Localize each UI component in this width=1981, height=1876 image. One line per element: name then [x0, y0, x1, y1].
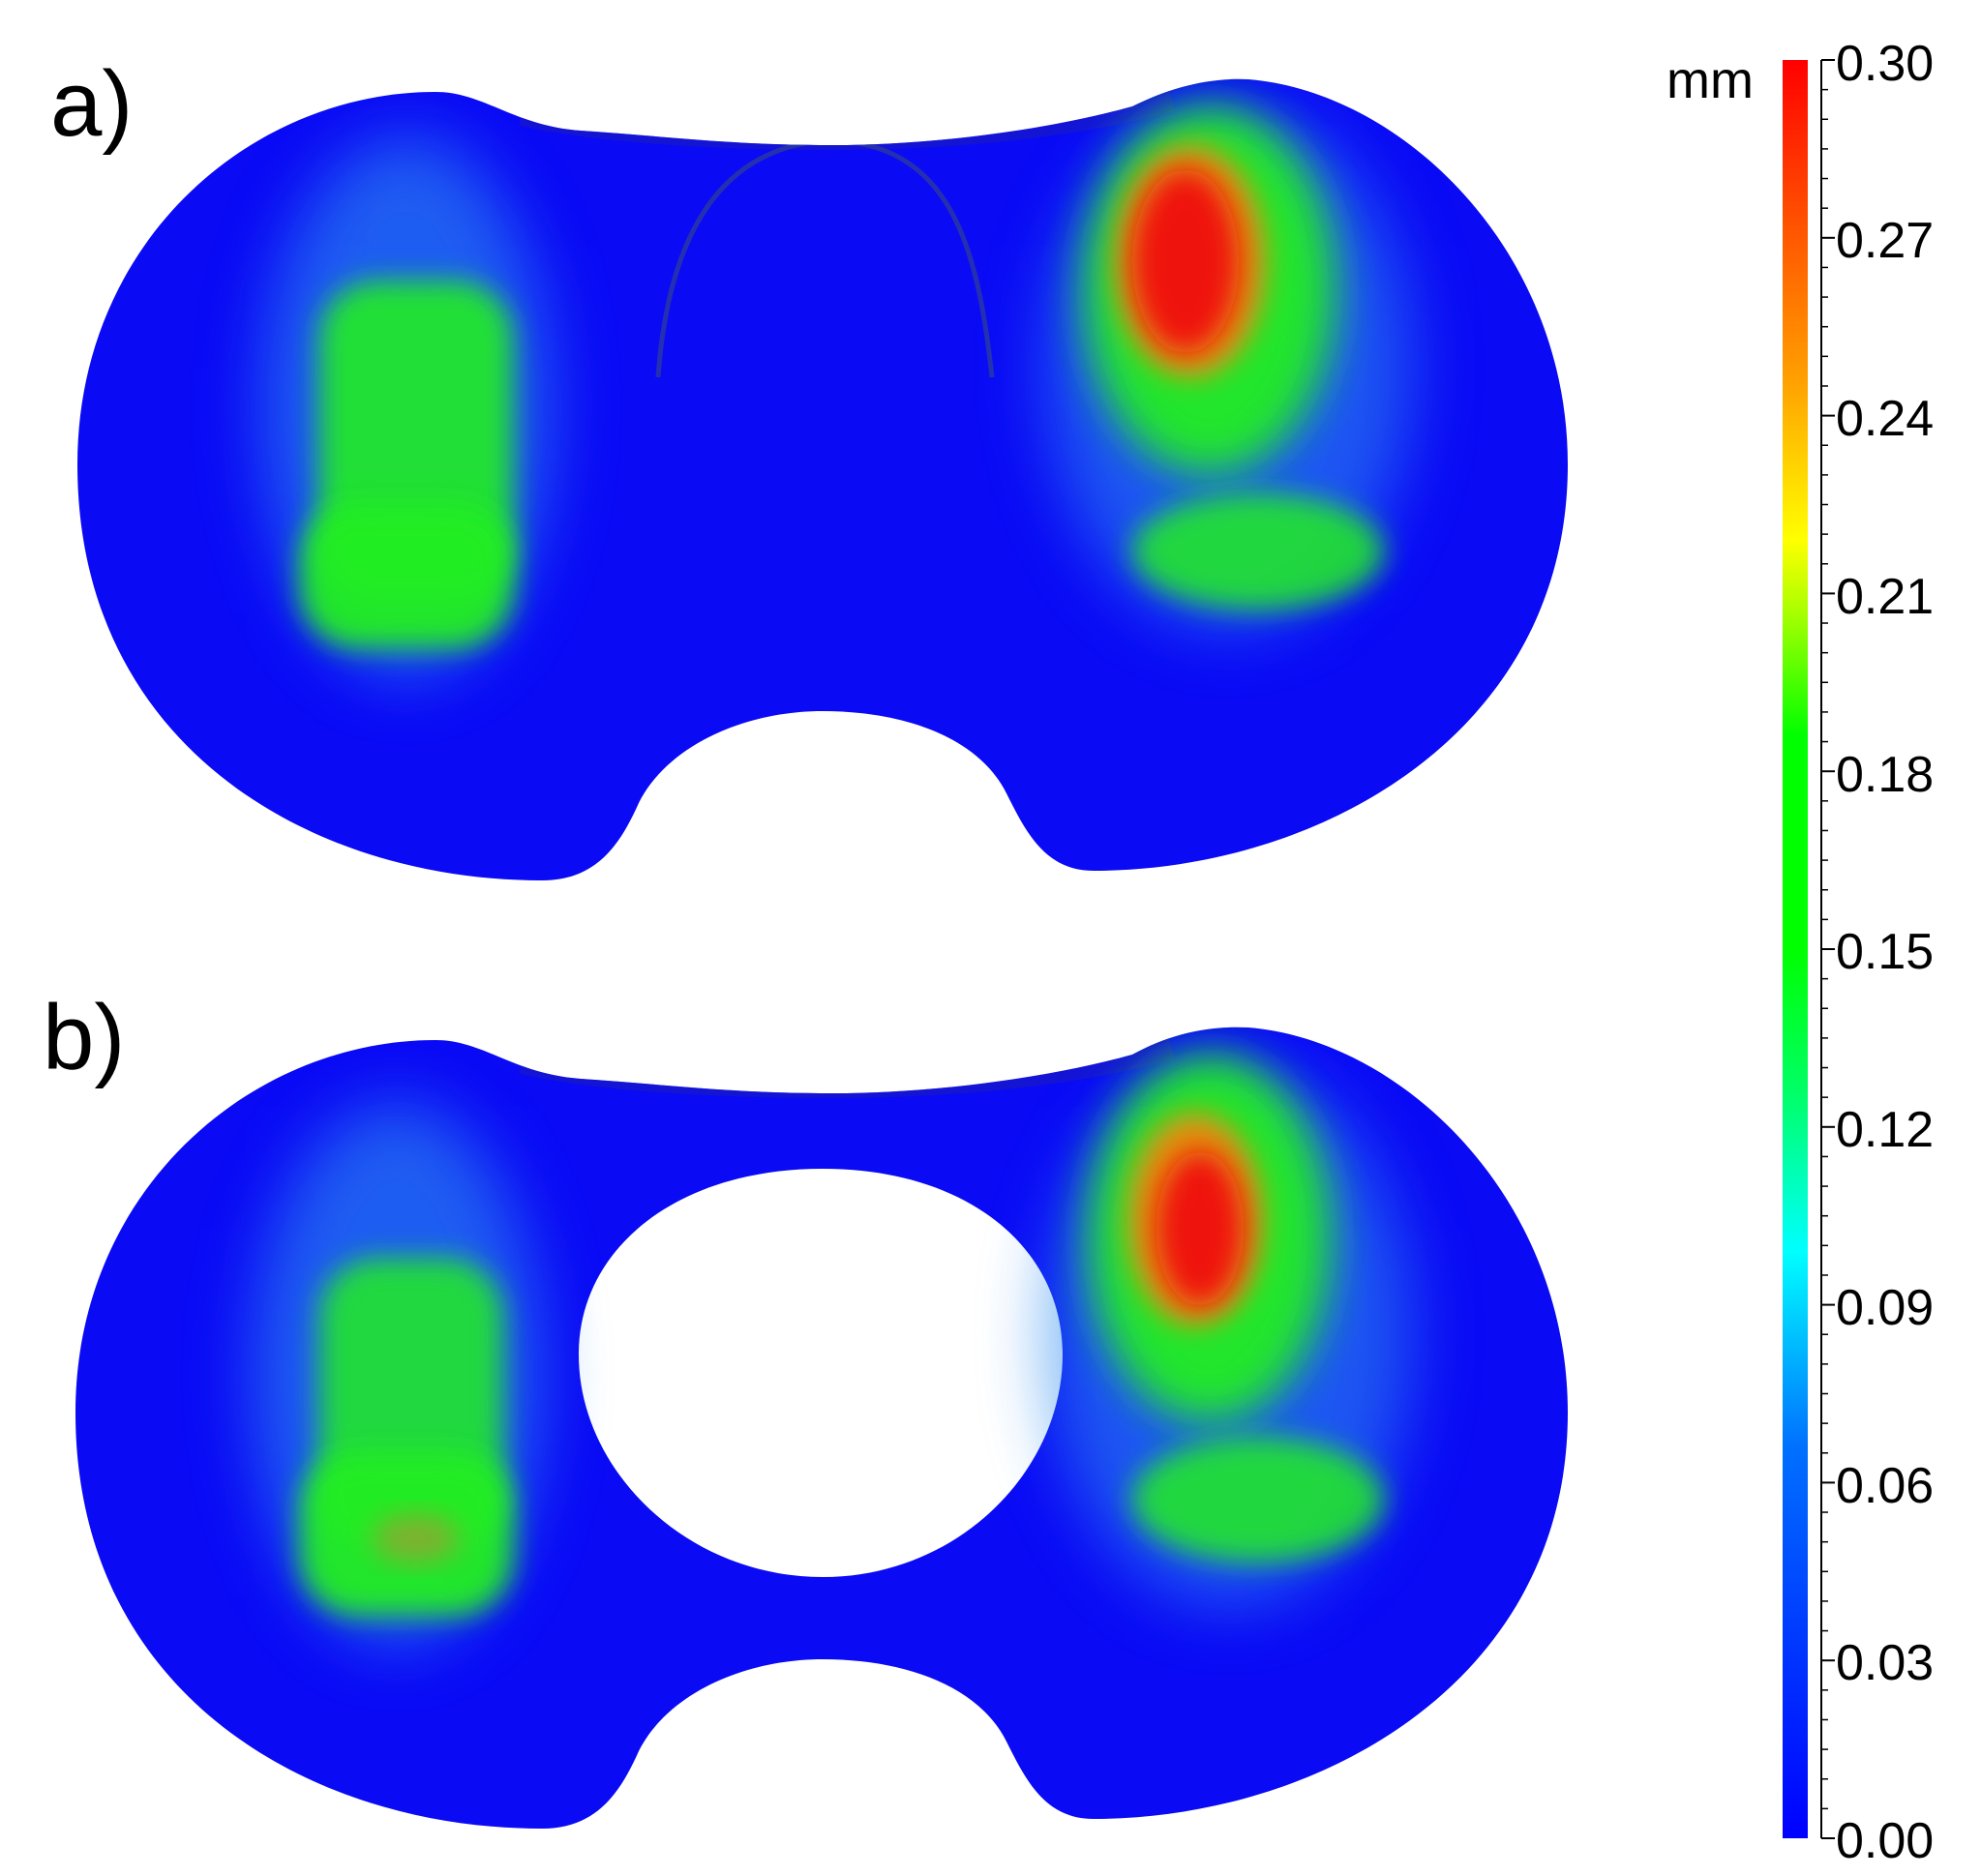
panel-label-a: a) [50, 52, 134, 156]
colorbar-tick-label: 0.18 [1836, 747, 1935, 803]
colorbar-tick-label: 0.12 [1836, 1102, 1935, 1158]
colorbar-ticks [1821, 59, 1835, 1839]
colorbar-tick-label: 0.06 [1836, 1458, 1935, 1514]
colorbar-tick-label: 0.21 [1836, 569, 1935, 625]
colorbar-tick-label: 0.00 [1836, 1813, 1935, 1869]
wear-map-b [75, 1027, 1568, 1829]
colorbar-tick-label: 0.03 [1836, 1635, 1935, 1691]
colorbar-unit-label: mm [1666, 51, 1754, 109]
wear-zone-left-b [252, 1103, 542, 1645]
colorbar-gradient [1783, 60, 1808, 1838]
wear-zone-right-b [1045, 1055, 1413, 1606]
colorbar-tick-label: 0.15 [1836, 924, 1935, 980]
wear-map-a [77, 78, 1568, 880]
colorbar-tick-label: 0.30 [1836, 36, 1935, 92]
colorbar [1783, 59, 1835, 1839]
colorbar-tick-label: 0.24 [1836, 391, 1935, 447]
wear-zone-right-a [1045, 106, 1413, 629]
panel-label-b: b) [43, 986, 126, 1089]
rim-shading-b [519, 1030, 1176, 1099]
colorbar-tick-label: 0.27 [1836, 213, 1935, 269]
wear-zone-left-a [261, 135, 552, 677]
colorbar-tick-label: 0.09 [1836, 1280, 1935, 1336]
rim-shading-a [519, 82, 1176, 151]
